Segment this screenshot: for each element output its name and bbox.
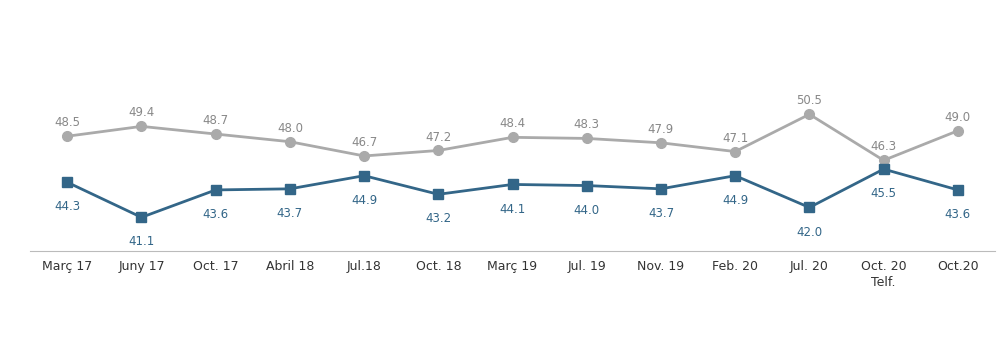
No (803, 112, 815, 116)
Sí (581, 183, 593, 188)
No (952, 129, 964, 133)
Sí (61, 180, 73, 185)
No (507, 135, 519, 140)
Sí (507, 182, 519, 187)
Text: 41.1: 41.1 (129, 236, 155, 248)
Sí (803, 205, 815, 210)
Text: 48.3: 48.3 (574, 118, 600, 131)
No (210, 132, 222, 136)
Text: 43.6: 43.6 (945, 208, 971, 221)
Sí (136, 215, 148, 219)
Text: 46.3: 46.3 (870, 140, 896, 153)
Text: 43.7: 43.7 (276, 207, 303, 220)
Text: 43.7: 43.7 (648, 207, 674, 220)
Text: 47.2: 47.2 (425, 131, 451, 144)
No (581, 136, 593, 141)
Sí (730, 173, 742, 178)
Text: 44.1: 44.1 (499, 202, 526, 215)
Text: 44.3: 44.3 (54, 200, 80, 213)
No (432, 148, 444, 153)
Text: 48.4: 48.4 (499, 117, 526, 130)
No (655, 141, 667, 145)
Sí (655, 187, 667, 191)
No (136, 124, 148, 129)
Text: 47.9: 47.9 (648, 123, 674, 136)
Text: 49.4: 49.4 (129, 106, 155, 120)
Text: 45.5: 45.5 (870, 187, 896, 200)
Text: 44.0: 44.0 (574, 204, 600, 216)
Text: 44.9: 44.9 (722, 194, 749, 207)
Text: 50.5: 50.5 (797, 94, 822, 107)
Text: 48.7: 48.7 (203, 114, 229, 127)
Text: 42.0: 42.0 (796, 225, 822, 238)
Text: 48.0: 48.0 (277, 122, 303, 135)
Sí (358, 173, 370, 178)
Text: 48.5: 48.5 (54, 116, 80, 129)
Text: 43.2: 43.2 (425, 213, 451, 225)
Sí (283, 187, 295, 191)
No (61, 134, 73, 138)
Text: 43.6: 43.6 (203, 208, 229, 221)
Sí (952, 188, 964, 192)
No (358, 154, 370, 158)
Text: 47.1: 47.1 (722, 132, 749, 145)
Sí (877, 167, 889, 171)
Sí (432, 192, 444, 196)
No (283, 140, 295, 144)
Line: No: No (62, 109, 963, 165)
Line: Sí: Sí (62, 164, 963, 222)
No (877, 158, 889, 163)
Text: 44.9: 44.9 (351, 194, 377, 207)
Sí (210, 188, 222, 192)
Text: 46.7: 46.7 (351, 136, 377, 149)
No (730, 149, 742, 154)
Text: 49.0: 49.0 (945, 111, 971, 124)
